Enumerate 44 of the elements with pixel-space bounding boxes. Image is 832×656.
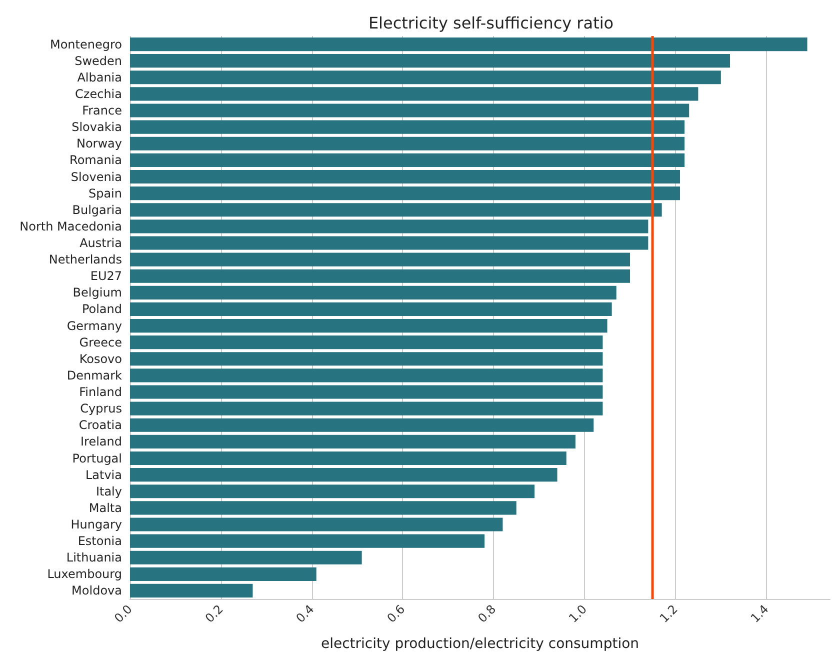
y-tick-label: Greece	[79, 335, 122, 350]
y-tick-label: Austria	[80, 236, 122, 250]
y-tick-label: Lithuania	[66, 550, 122, 565]
y-tick-label: Albania	[77, 70, 122, 84]
y-tick-label: Cyprus	[80, 402, 122, 416]
y-tick-label: Latvia	[85, 468, 122, 482]
x-tick-label: 0.0	[112, 602, 135, 626]
y-tick-label: Kosovo	[79, 352, 122, 366]
x-tick-label: 0.6	[384, 602, 408, 626]
y-tick-label: Netherlands	[48, 252, 122, 267]
y-tick-label: Germany	[66, 318, 122, 333]
y-tick-label: Belgium	[72, 286, 122, 300]
y-tick-label: Estonia	[78, 534, 122, 548]
y-tick-label: Romania	[70, 153, 122, 168]
y-tick-label: Malta	[88, 500, 122, 515]
y-tick-label: Hungary	[70, 517, 122, 532]
y-tick-label: Finland	[79, 385, 122, 400]
y-tick-label: France	[82, 104, 122, 118]
y-tick-label: Portugal	[72, 451, 122, 466]
y-tick-label: Spain	[88, 186, 122, 200]
y-tick-label: Croatia	[78, 418, 122, 432]
y-tick-label: Italy	[96, 484, 122, 498]
x-tick-label: 1.2	[657, 602, 680, 626]
x-tick-label: 0.2	[202, 602, 226, 626]
x-tick-label: 0.4	[293, 602, 317, 626]
x-tick-label: 1.4	[748, 602, 772, 626]
y-tick-label: Slovenia	[70, 170, 122, 184]
y-tick-label: Luxembourg	[47, 567, 122, 582]
y-tick-label: Ireland	[80, 434, 122, 449]
y-tick-label: Norway	[76, 136, 122, 151]
y-tick-label: Sweden	[74, 54, 122, 68]
y-tick-label: Bulgaria	[72, 202, 122, 217]
x-axis-title: electricity production/electricity consumption	[320, 636, 640, 652]
y-tick-label: North Macedonia	[20, 219, 122, 234]
y-tick-label: Montenegro	[50, 37, 122, 52]
y-tick-label: Moldova	[72, 584, 122, 598]
y-tick-label: Denmark	[66, 368, 122, 382]
y-tick-label: Poland	[82, 302, 122, 316]
x-tick-label: 0.8	[475, 602, 499, 626]
x-tick-label: 1.0	[566, 602, 590, 626]
y-tick-label: Slovakia	[72, 120, 122, 134]
chart-title: Electricity self-sufficiency ratio	[368, 14, 614, 32]
y-tick-label: EU27	[90, 269, 122, 284]
y-tick-label: Czechia	[75, 86, 122, 101]
